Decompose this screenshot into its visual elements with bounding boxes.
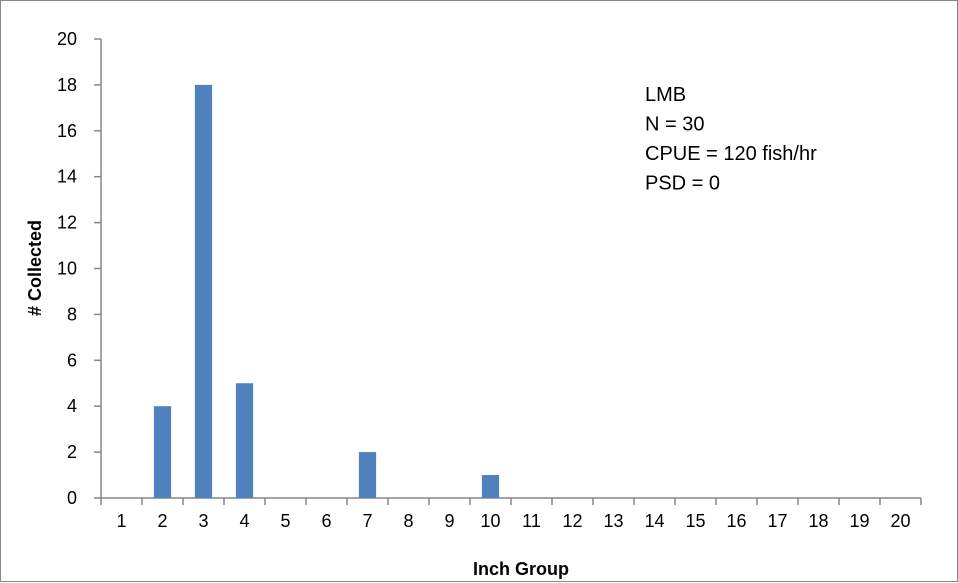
x-tick-label: 19 (849, 511, 869, 531)
x-tick-label: 13 (603, 511, 623, 531)
bar (481, 475, 500, 498)
x-tick-label: 17 (767, 511, 787, 531)
bar (153, 406, 172, 498)
x-tick-label: 11 (522, 511, 541, 531)
x-tick-label: 5 (280, 511, 290, 531)
y-tick-label: 20 (57, 29, 77, 49)
y-tick-label: 8 (67, 304, 77, 324)
x-tick-label: 8 (403, 511, 413, 531)
x-tick-label: 7 (362, 511, 372, 531)
x-tick-label: 9 (444, 511, 454, 531)
annotation-line: LMB (645, 84, 686, 106)
x-tick-label: 3 (198, 511, 208, 531)
x-tick-label: 12 (562, 511, 582, 531)
y-tick-label: 2 (67, 442, 77, 462)
annotation-line: PSD = 0 (645, 173, 720, 195)
y-tick-label: 10 (57, 259, 77, 279)
x-tick-label: 15 (685, 511, 705, 531)
bar (235, 383, 254, 498)
y-tick-label: 6 (67, 350, 77, 370)
bar (358, 452, 377, 498)
x-tick-label: 20 (890, 511, 910, 531)
x-tick-label: 6 (321, 511, 331, 531)
stats-annotation: LMB N = 30 CPUE = 120 fish/hr PSD = 0 (645, 84, 817, 195)
x-tick-label: 14 (644, 511, 664, 531)
bars (153, 84, 500, 499)
y-tick-label: 12 (57, 213, 77, 233)
y-tick-label: 4 (67, 396, 77, 416)
x-tick-label: 1 (116, 511, 126, 531)
y-tick-label: 18 (57, 75, 77, 95)
x-axis-title: Inch Group (473, 559, 569, 579)
annotation-line: N = 30 (645, 114, 704, 136)
x-tick-label: 10 (480, 511, 500, 531)
y-tick-label: 14 (57, 167, 77, 187)
x-tick-label: 2 (157, 511, 167, 531)
x-axis: 1 2 3 4 5 6 7 8 9 10 11 12 13 14 15 16 17 18 19 20 (100, 497, 922, 531)
bar (194, 84, 213, 499)
x-tick-label: 4 (239, 511, 249, 531)
y-tick-label: 0 (67, 488, 77, 508)
y-axis-title: # Collected (25, 220, 45, 316)
x-tick-label: 16 (726, 511, 746, 531)
y-axis: 0 2 4 6 8 10 12 14 16 18 20 (57, 29, 102, 508)
x-tick-label: 18 (808, 511, 828, 531)
annotation-line: CPUE = 120 fish/hr (645, 143, 817, 165)
y-tick-label: 16 (57, 121, 77, 141)
